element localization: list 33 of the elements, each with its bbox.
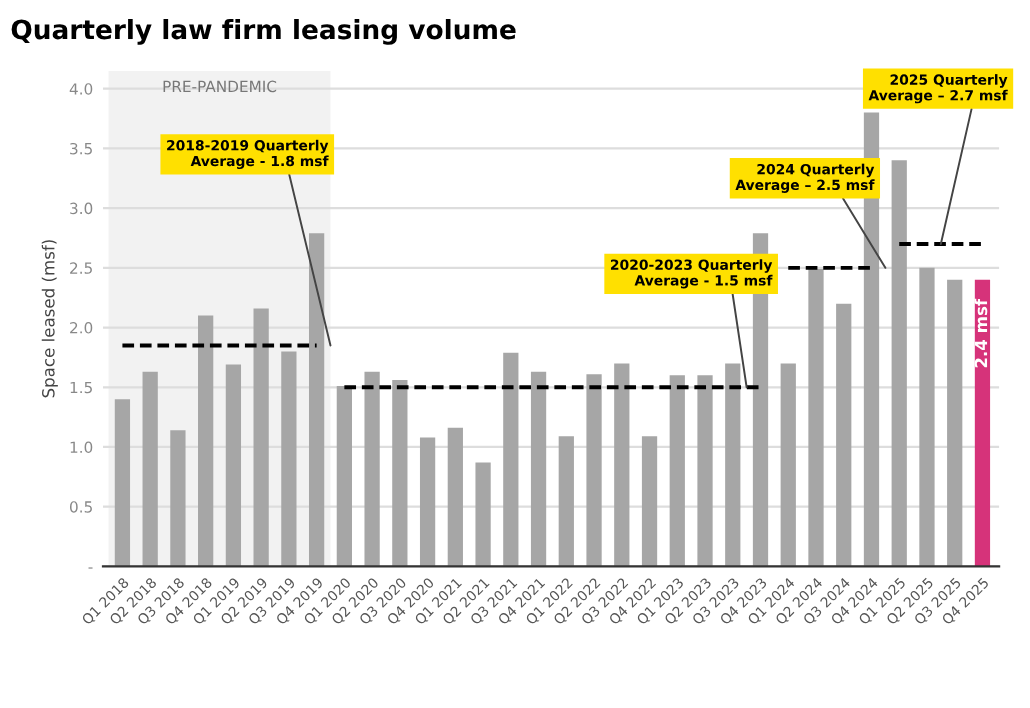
bar: [725, 363, 741, 567]
bar: [697, 375, 713, 567]
bar: [114, 399, 131, 567]
bar: [780, 363, 796, 567]
bar: [142, 371, 158, 567]
bar: [170, 430, 186, 567]
bar: [808, 269, 824, 567]
bar: [308, 233, 325, 567]
bar: [503, 352, 519, 567]
bar: [530, 371, 547, 567]
chart-title: Quarterly law firm leasing volume: [11, 18, 516, 45]
bar: [225, 364, 242, 567]
bar: [558, 436, 574, 567]
bar: [974, 279, 991, 567]
y-axis-title: Space leased (msf): [41, 240, 58, 398]
bar: [836, 303, 852, 567]
bar: [586, 374, 602, 567]
bar: [281, 351, 297, 567]
bar: [336, 386, 352, 567]
bar: [919, 267, 935, 567]
bar: [614, 363, 630, 567]
bar: [669, 375, 685, 567]
bar: [419, 437, 436, 567]
bar: [364, 371, 380, 567]
bar: [947, 279, 963, 567]
bar: [253, 308, 269, 567]
bar: [891, 160, 907, 567]
bar: [198, 315, 214, 567]
bar: [392, 380, 408, 567]
data-label: 2.4 msf: [974, 298, 988, 368]
bar: [447, 427, 463, 567]
bar: [641, 436, 658, 567]
bar: [475, 462, 491, 567]
